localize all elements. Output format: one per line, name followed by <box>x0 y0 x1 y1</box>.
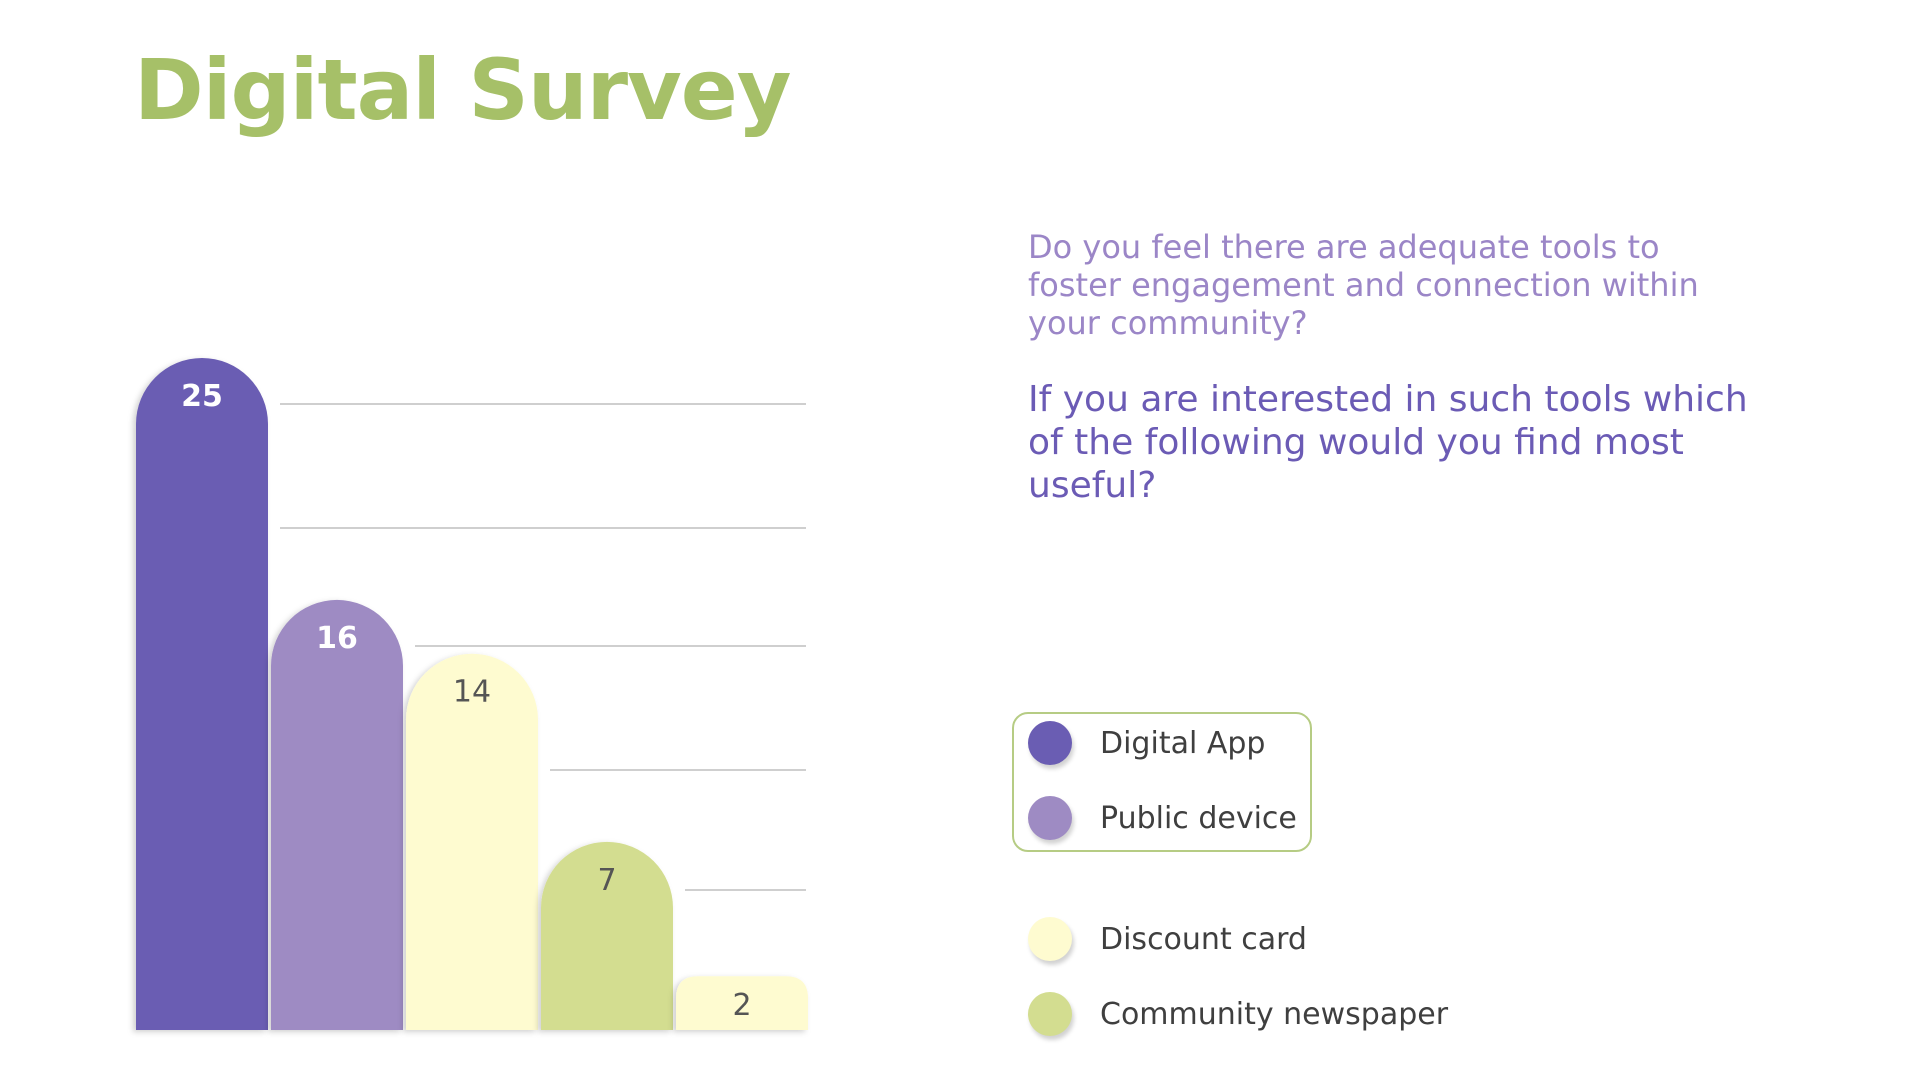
legend-item-public-device: Public device <box>1028 795 1297 841</box>
legend-dot-community-newspaper-icon <box>1028 992 1072 1036</box>
data-labels: 25 16 14 7 2 <box>181 379 751 1023</box>
gridlines <box>280 403 806 891</box>
bar-3 <box>406 653 538 1030</box>
legend-item-discount-card: Discount card <box>1028 916 1307 962</box>
legend-label: Digital App <box>1100 725 1266 761</box>
legend-dot-digital-app-icon <box>1028 721 1072 765</box>
data-label-3: 14 <box>453 675 491 710</box>
data-label-2: 16 <box>316 621 358 656</box>
survey-question: Do you feel there are adequate tools to … <box>1028 228 1699 342</box>
data-label-5: 2 <box>732 988 751 1023</box>
legend-dot-discount-card-icon <box>1028 917 1072 961</box>
legend-item-digital-app: Digital App <box>1028 720 1265 766</box>
bar-4 <box>541 841 673 1030</box>
survey-subquestion: If you are interested in such tools whic… <box>1028 379 1748 506</box>
page-title: Digital Survey <box>134 41 792 139</box>
bars <box>136 358 808 1030</box>
legend-item-community-newspaper: Community newspaper <box>1028 991 1448 1037</box>
legend-highlight-box <box>1012 712 1312 852</box>
legend-label: Public device <box>1100 800 1297 836</box>
bar-2 <box>271 599 403 1030</box>
legend-label: Community newspaper <box>1100 996 1449 1032</box>
data-label-1: 25 <box>181 379 223 414</box>
legend-label: Discount card <box>1100 921 1307 957</box>
legend-dot-public-device-icon <box>1028 796 1072 840</box>
bar-5 <box>676 976 808 1030</box>
data-label-4: 7 <box>597 863 616 898</box>
bar-1 <box>136 358 268 1030</box>
